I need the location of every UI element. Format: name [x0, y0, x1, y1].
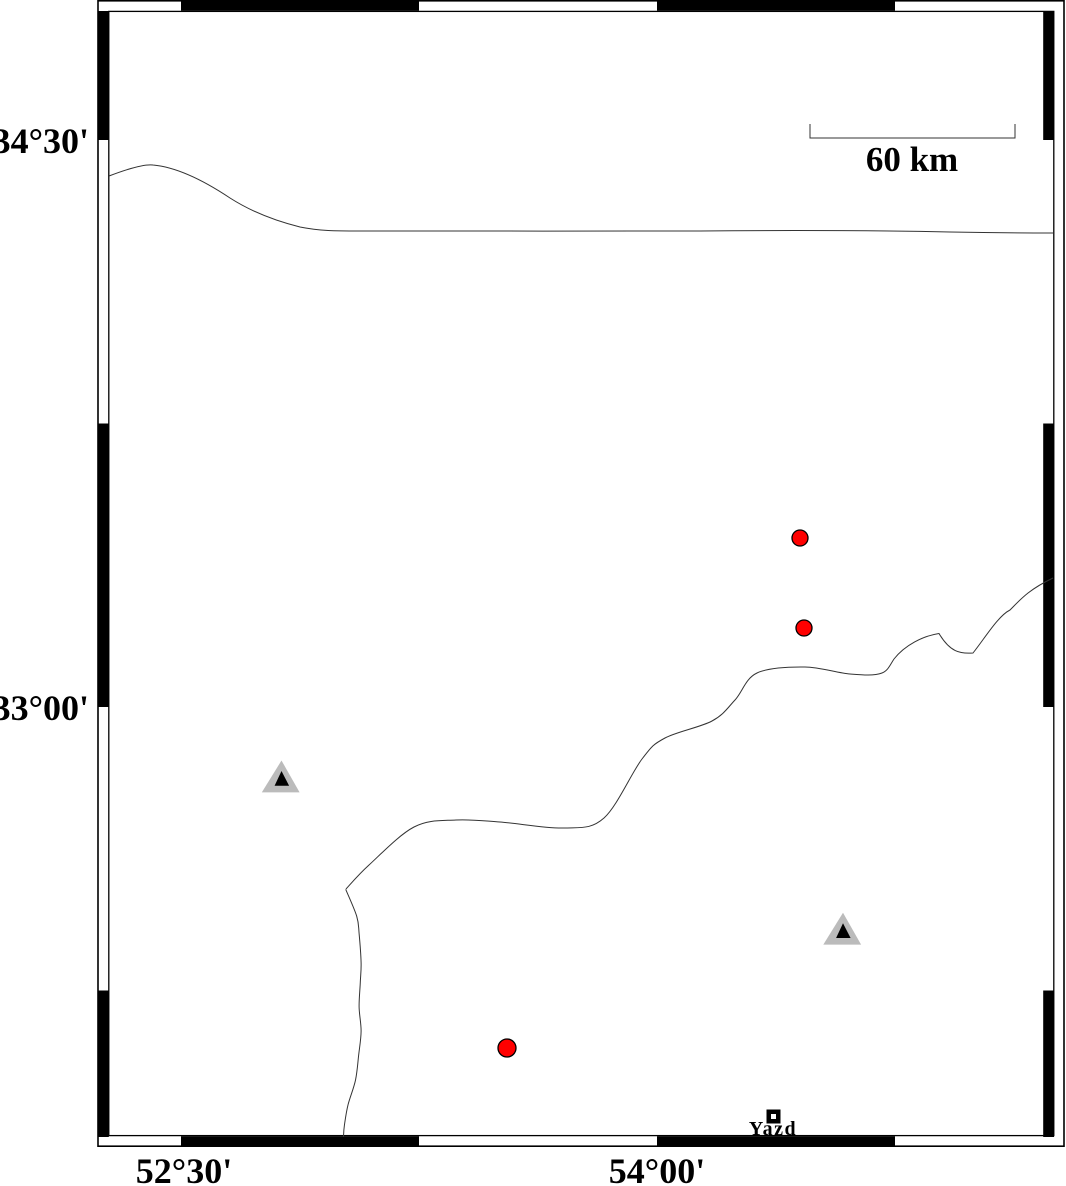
- svg-text:54°00': 54°00': [609, 1151, 705, 1186]
- svg-text:34°30': 34°30': [0, 121, 89, 161]
- svg-text:33°00': 33°00': [0, 688, 89, 728]
- svg-text:60 km: 60 km: [866, 140, 958, 179]
- svg-text:Yazd: Yazd: [749, 1118, 797, 1140]
- svg-text:52°30': 52°30': [136, 1151, 232, 1186]
